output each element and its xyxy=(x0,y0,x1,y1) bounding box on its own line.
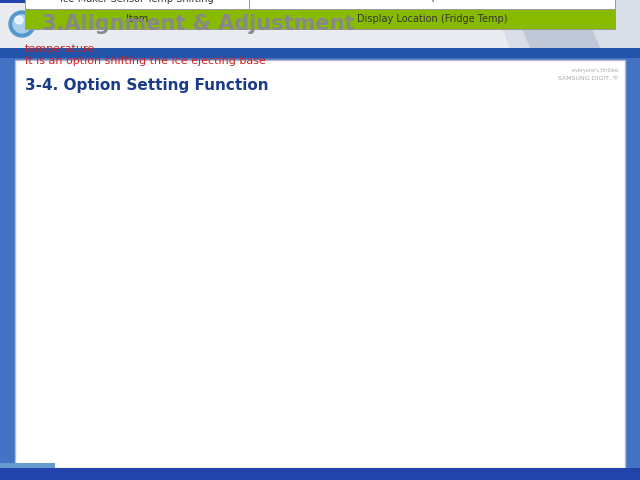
Text: Display Location (Fridge Temp): Display Location (Fridge Temp) xyxy=(357,14,508,24)
Text: SAMSUNG DIGIT..®: SAMSUNG DIGIT..® xyxy=(559,76,619,81)
FancyBboxPatch shape xyxy=(0,48,640,58)
Text: Item: Item xyxy=(126,14,148,24)
FancyBboxPatch shape xyxy=(249,9,615,29)
Text: 3-4. Option Setting Function: 3-4. Option Setting Function xyxy=(25,78,269,93)
Polygon shape xyxy=(510,0,600,48)
FancyBboxPatch shape xyxy=(25,9,249,29)
Text: 3.Alignment & Adjustment: 3.Alignment & Adjustment xyxy=(42,14,355,34)
FancyBboxPatch shape xyxy=(25,0,249,9)
Text: temperature.: temperature. xyxy=(25,44,99,54)
FancyBboxPatch shape xyxy=(0,0,640,3)
Polygon shape xyxy=(490,0,640,48)
FancyBboxPatch shape xyxy=(249,0,615,9)
Text: It is an option shifting the ice ejecting base: It is an option shifting the ice ejectin… xyxy=(25,56,266,66)
Circle shape xyxy=(13,15,31,33)
Circle shape xyxy=(15,16,23,24)
FancyBboxPatch shape xyxy=(0,0,640,48)
Text: 4: 4 xyxy=(429,0,435,4)
Text: Ice-Maker Sensor Temp Shifting: Ice-Maker Sensor Temp Shifting xyxy=(60,0,214,4)
Circle shape xyxy=(9,11,35,37)
Text: everyone's thrilled.: everyone's thrilled. xyxy=(572,68,619,73)
FancyBboxPatch shape xyxy=(0,463,55,468)
FancyBboxPatch shape xyxy=(0,468,640,480)
FancyBboxPatch shape xyxy=(15,60,625,468)
